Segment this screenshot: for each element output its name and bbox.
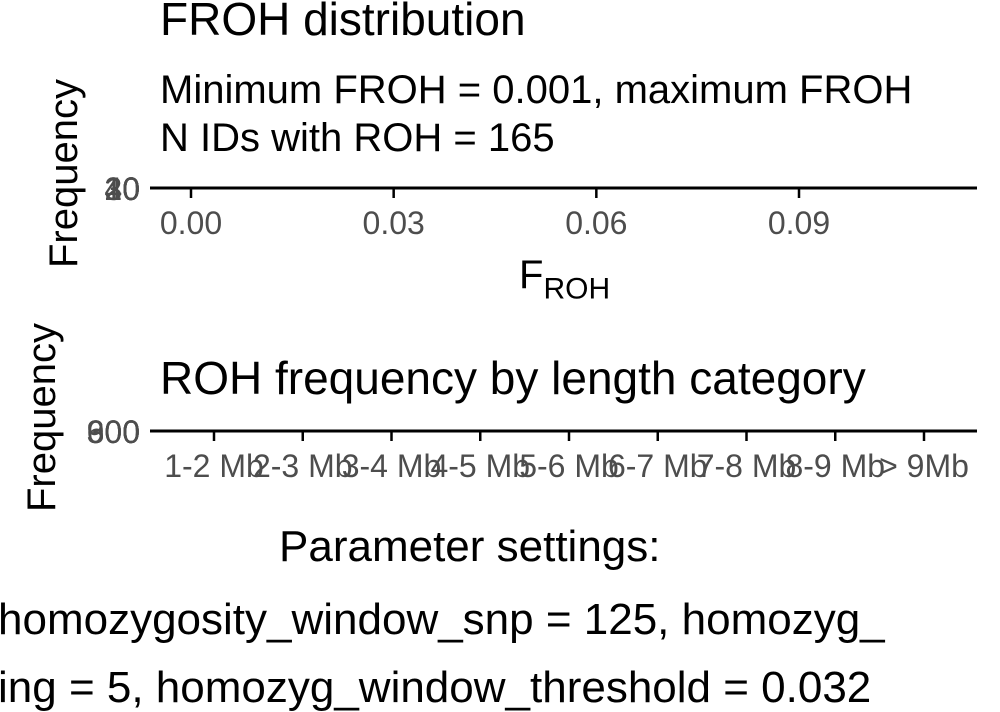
- parameter-settings-line1: homozygosity_window_snp = 125, homozyg_: [0, 595, 885, 644]
- chart2-y-tick-label: 900: [86, 414, 140, 450]
- chart2-x-tick-label: 4-5 Mb: [430, 448, 531, 484]
- chart1-x-tick-label: 0.06: [565, 205, 628, 241]
- chart2-x-tick-label: 6-7 Mb: [607, 448, 708, 484]
- chart2-x-tick-label: 5-6 Mb: [519, 448, 619, 484]
- chart2-x-tick-label: 2-3 Mb: [252, 448, 353, 484]
- chart1-x-tick-label: 0.03: [362, 205, 425, 241]
- parameter-settings-heading: Parameter settings:: [279, 522, 661, 571]
- chart1-y-tick-label: 30: [104, 171, 140, 207]
- chart1-x-tick-label: 0.09: [767, 205, 831, 241]
- chart1-y-tick-label: 40: [104, 171, 140, 207]
- chart2-x-tick-label: > 9Mb: [879, 448, 969, 484]
- chart1-y-tick-label: 0: [122, 171, 140, 207]
- chart2-x-tick-label: 7-8 Mb: [696, 448, 797, 484]
- chart1-y-tick-label: 10: [104, 171, 140, 207]
- chart2-x-tick-label: 8-9 Mb: [785, 448, 886, 484]
- chart1-y-tick-label: 20: [104, 171, 140, 207]
- chart2-y-tick-label: 300: [86, 414, 140, 450]
- chart1-subtitle-line2: N IDs with ROH = 165: [160, 116, 555, 160]
- chart2-y-tick-label: 600: [86, 414, 140, 450]
- chart1-x-tick-label: 0.00: [159, 205, 223, 241]
- chart2-title: ROH frequency by length category: [160, 352, 866, 404]
- chart2-x-tick-label: 3-4 Mb: [341, 448, 442, 484]
- chart1-subtitle-line1: Minimum FROH = 0.001, maximum FROH: [160, 68, 913, 112]
- chart1-x-axis-label-main: F: [519, 253, 544, 297]
- chart2-x-tick-label: 1-2 Mb: [164, 448, 264, 484]
- chart1-x-axis-label-sub: ROH: [543, 272, 611, 306]
- chart2-y-tick-label: 0: [122, 414, 140, 450]
- chart1-x-axis-label: FROH: [519, 255, 610, 305]
- chart1-title: FROH distribution: [160, 0, 526, 45]
